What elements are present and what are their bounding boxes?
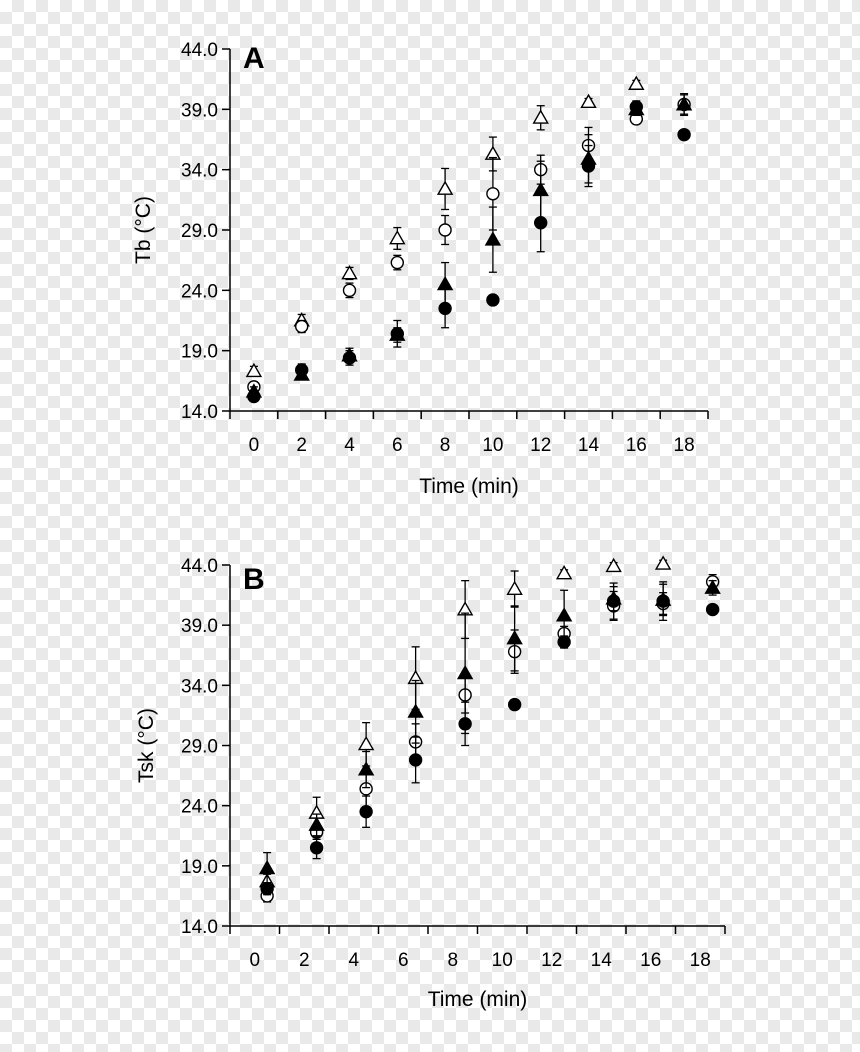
- data-point: [436, 275, 454, 291]
- data-point: [295, 319, 309, 334]
- x-tick-label: 10: [482, 435, 503, 456]
- x-tick-label: 8: [447, 950, 458, 971]
- panel-label: B: [243, 563, 265, 596]
- data-point: [436, 180, 454, 195]
- data-point: [557, 635, 571, 649]
- data-point: [704, 579, 721, 594]
- x-tick-label: 2: [299, 950, 310, 971]
- data-point: [456, 664, 474, 680]
- x-tick-label: 2: [296, 435, 307, 456]
- data-point: [342, 351, 357, 365]
- data-point: [555, 565, 573, 580]
- data-point: [342, 283, 357, 298]
- data-point: [629, 100, 643, 114]
- y-tick-label: 19.0: [181, 342, 218, 363]
- x-tick-label: 0: [249, 950, 260, 971]
- x-tick-label: 16: [640, 950, 661, 971]
- x-tick-label: 8: [440, 435, 451, 456]
- data-point: [438, 301, 452, 316]
- data-point: [506, 580, 523, 596]
- x-axis-title: Time (min): [419, 475, 519, 498]
- data-point: [580, 93, 597, 109]
- y-tick-label: 19.0: [181, 857, 218, 878]
- x-tick-label: 14: [591, 950, 613, 971]
- y-tick-label: 24.0: [181, 281, 218, 302]
- y-axis-title: Tsk (°C): [135, 708, 158, 783]
- data-point: [359, 804, 373, 819]
- x-tick-label: 12: [541, 950, 562, 971]
- data-point: [486, 293, 500, 307]
- y-tick-label: 29.0: [181, 737, 218, 758]
- x-tick-label: 18: [690, 950, 711, 971]
- data-point: [606, 594, 621, 608]
- data-point: [484, 231, 502, 246]
- data-point: [245, 362, 263, 378]
- y-tick-label: 14.0: [181, 402, 218, 423]
- x-axis-title: Time (min): [428, 988, 528, 1011]
- series-filled-circle: [260, 581, 720, 896]
- data-point: [390, 255, 404, 270]
- x-tick-label: 12: [530, 435, 551, 456]
- data-point: [486, 187, 500, 201]
- data-point: [677, 127, 691, 142]
- x-tick-label: 14: [578, 435, 600, 456]
- x-tick-label: 6: [398, 950, 409, 971]
- data-point: [308, 816, 325, 831]
- data-point: [295, 363, 309, 377]
- data-point: [258, 859, 276, 875]
- data-point: [341, 265, 358, 280]
- data-point: [357, 761, 375, 776]
- data-point: [656, 594, 670, 608]
- data-point: [438, 223, 452, 237]
- data-point: [654, 555, 672, 570]
- data-point: [260, 881, 274, 896]
- data-point: [581, 159, 596, 173]
- x-tick-label: 6: [392, 435, 403, 456]
- series-filled-circle: [247, 100, 691, 404]
- series-open-circle: [247, 94, 691, 394]
- data-point: [309, 841, 324, 855]
- panel-a: 14.0 19.0 24.0 29.0 34.0 39.0 44.0 0 2 4 6 8 10 12 14 1…: [132, 40, 709, 498]
- data-point: [389, 230, 406, 245]
- y-axis-title: Tb (°C): [132, 196, 155, 264]
- data-point: [458, 717, 472, 731]
- y-tick-label: 34.0: [181, 676, 218, 697]
- series-filled-triangle: [245, 92, 693, 398]
- data-point: [507, 697, 522, 712]
- data-point: [605, 557, 622, 573]
- y-tick-label: 39.0: [181, 100, 218, 121]
- y-tick-label: 34.0: [181, 161, 218, 182]
- data-point: [390, 327, 404, 341]
- data-point: [408, 753, 423, 767]
- data-point: [705, 602, 720, 617]
- x-tick-label: 0: [249, 435, 260, 456]
- y-tick-label: 14.0: [181, 917, 218, 938]
- y-tick-label: 24.0: [181, 797, 218, 818]
- data-point: [407, 703, 424, 718]
- data-point: [555, 607, 573, 622]
- panel-b: 14.0 19.0 24.0 29.0 34.0 39.0 44.0 0 2 4 6 8 10 12 14 1…: [135, 555, 726, 1011]
- x-tick-label: 10: [492, 950, 513, 971]
- x-tick-label: 4: [344, 435, 355, 456]
- y-tick-label: 29.0: [181, 221, 218, 242]
- data-point: [506, 629, 523, 645]
- x-tick-label: 18: [674, 435, 695, 456]
- panel-label: A: [243, 42, 265, 75]
- data-point: [532, 109, 549, 124]
- data-point: [534, 216, 548, 230]
- data-point: [628, 75, 645, 90]
- y-tick-label: 44.0: [181, 556, 218, 577]
- x-tick-label: 4: [348, 950, 359, 971]
- y-tick-label: 44.0: [181, 40, 218, 61]
- data-point: [675, 96, 693, 111]
- data-point: [247, 389, 261, 404]
- x-tick-label: 16: [626, 435, 647, 456]
- data-point: [357, 735, 375, 751]
- y-tick-label: 39.0: [181, 616, 218, 637]
- series-open-circle: [260, 573, 720, 903]
- series-filled-triangle: [258, 579, 721, 885]
